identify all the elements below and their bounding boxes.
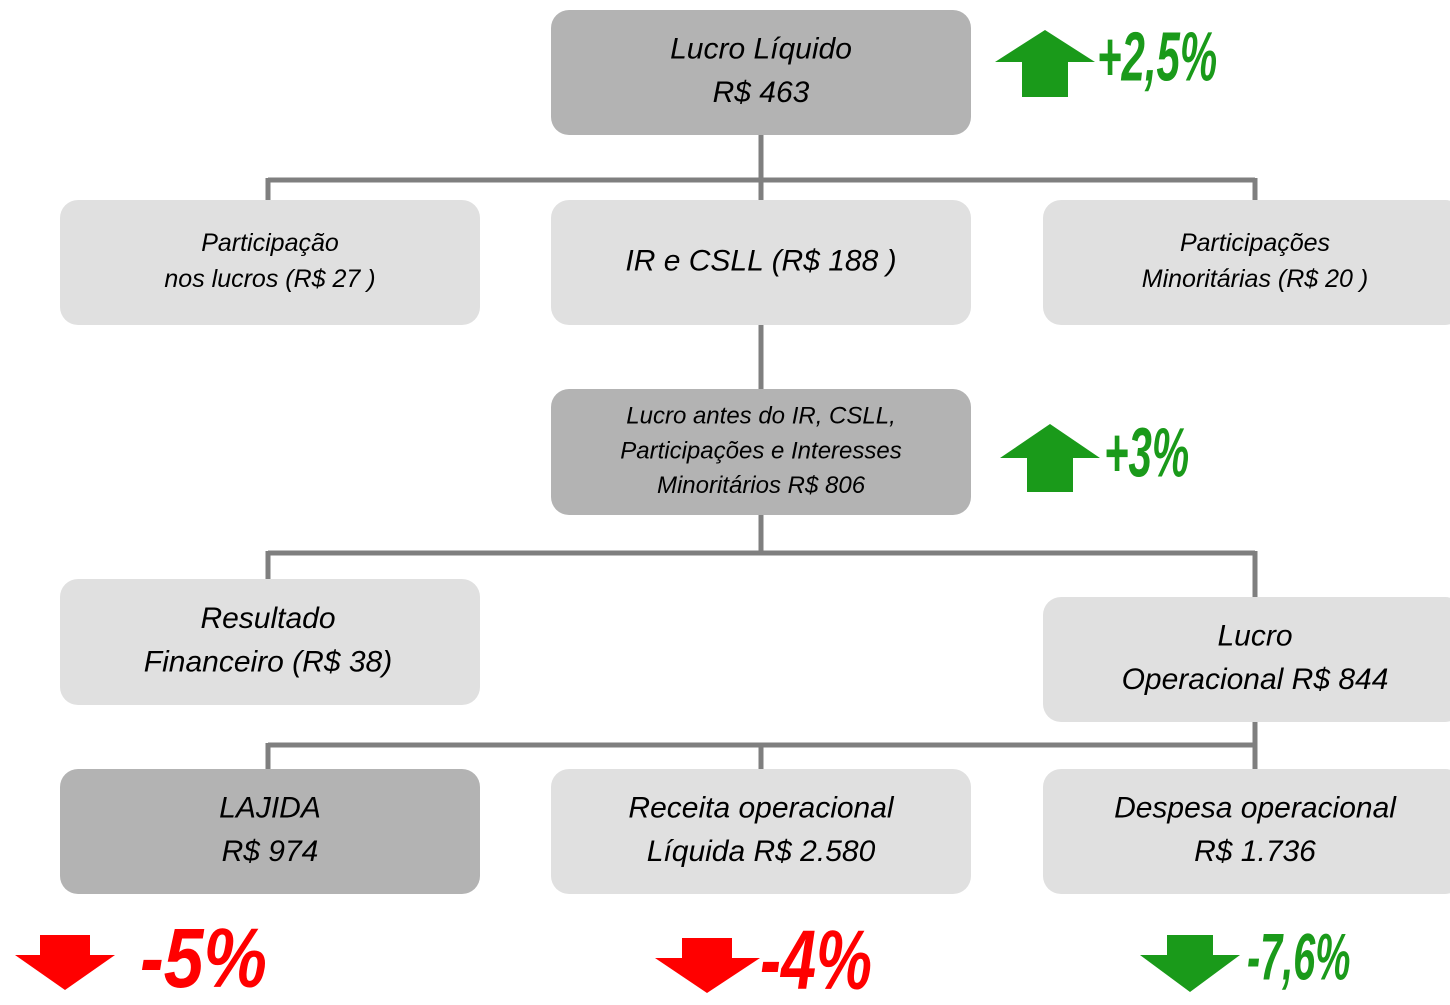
badge: -7,6%	[1247, 920, 1350, 994]
node-text: LAJIDA	[219, 792, 321, 825]
down-arrow	[655, 938, 760, 993]
node-text: Receita operacional	[628, 792, 895, 825]
node-text: R$ 463	[713, 76, 810, 109]
badge: -5%	[140, 911, 267, 1005]
node-box	[1043, 200, 1450, 325]
node-text: R$ 1.736	[1194, 835, 1316, 868]
node-text: Participações e Interesses	[620, 437, 901, 464]
badge: +2,5%	[1097, 19, 1217, 97]
node-box	[1043, 597, 1450, 722]
badge: +3%	[1104, 415, 1189, 493]
node-text: Despesa operacional	[1114, 792, 1397, 825]
node-text: Resultado	[200, 602, 335, 635]
node-text: Minoritários R$ 806	[657, 472, 866, 499]
down-arrow	[15, 935, 115, 990]
up-arrow	[1000, 424, 1100, 492]
arrows	[15, 30, 1240, 993]
node-box	[1043, 769, 1450, 894]
node-text: Participação	[201, 229, 339, 257]
node-text: IR e CSLL (R$ 188 )	[625, 244, 896, 277]
node-box	[551, 200, 971, 325]
badge: -4%	[760, 913, 872, 1005]
node-box	[551, 389, 971, 515]
node-text: Lucro antes do IR, CSLL,	[626, 403, 895, 430]
node-box	[551, 769, 971, 894]
badge-text: +2,5%	[1097, 19, 1217, 97]
badge-text: -7,6%	[1247, 920, 1350, 994]
badge-text: +3%	[1104, 415, 1189, 493]
up-arrow	[995, 30, 1095, 97]
node-text: Participações	[1180, 229, 1330, 257]
node-text: R$ 974	[222, 835, 319, 868]
node-text: Financeiro (R$ 38)	[144, 646, 392, 679]
node-text: Lucro Líquido	[670, 33, 852, 66]
connectors	[265, 135, 1258, 769]
badge-text: -4%	[760, 913, 872, 1005]
node-text: Operacional R$ 844	[1122, 663, 1389, 696]
node-box	[60, 200, 480, 325]
node-text: Líquida R$ 2.580	[647, 835, 876, 868]
node-text: Lucro	[1217, 620, 1292, 653]
badge-text: -5%	[140, 911, 267, 1005]
node-text: nos lucros (R$ 27 )	[164, 265, 375, 293]
node-text: Minoritárias (R$ 20 )	[1142, 265, 1368, 293]
down-arrow	[1140, 935, 1240, 992]
node-box	[551, 10, 971, 135]
node-box	[60, 769, 480, 894]
node-box	[60, 579, 480, 705]
